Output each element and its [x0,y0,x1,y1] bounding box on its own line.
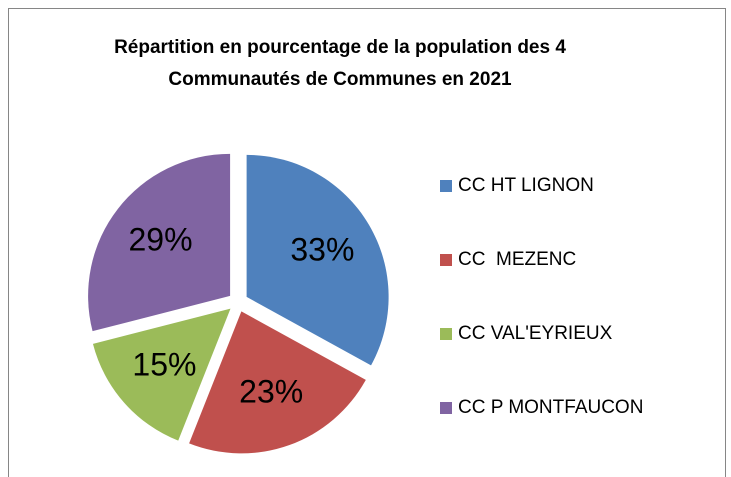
data-label: 23% [239,374,303,410]
pie-slice [189,311,366,454]
legend-label: CC VAL'EYRIEUX [458,323,613,344]
legend-label: CC HT LIGNON [458,175,594,196]
data-label: 15% [132,346,196,382]
legend-label: CC MEZENC [458,249,576,270]
legend-swatch [440,180,452,192]
chart-title: Répartition en pourcentage de la populat… [114,37,566,58]
legend-swatch [440,254,452,266]
legend-swatch [440,328,452,340]
pie-slice [246,154,389,366]
legend-label: CC P MONTFAUCON [458,397,643,418]
chart-title: Communautés de Communes en 2021 [168,69,512,90]
pie-slice [88,153,231,332]
data-label: 29% [129,221,193,257]
pie-slice [92,308,231,441]
legend-swatch [440,402,452,414]
data-label: 33% [290,232,354,268]
